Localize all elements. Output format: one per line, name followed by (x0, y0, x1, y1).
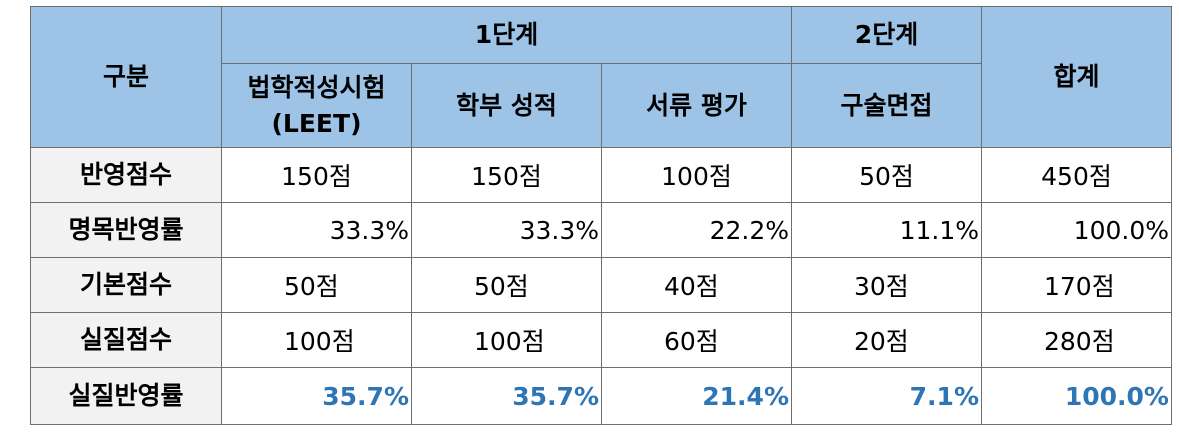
header-total: 합계 (981, 6, 1172, 148)
row-label: 실질반영률 (30, 367, 222, 425)
table-cell: 30점 (791, 257, 982, 313)
table-cell: 100.0% (981, 367, 1172, 425)
table-cell: 100점 (411, 312, 602, 368)
table-cell: 50점 (411, 257, 602, 313)
table-cell: 22.2% (601, 202, 792, 258)
header-documents: 서류 평가 (601, 63, 792, 148)
table-cell: 450점 (981, 147, 1172, 203)
table-row: 명목반영률 33.3% 33.3% 22.2% 11.1% 100.0% (30, 202, 1172, 258)
table-cell: 150점 (411, 147, 602, 203)
table-row: 실질반영률 35.7% 35.7% 21.4% 7.1% 100.0% (30, 367, 1172, 425)
table-cell: 33.3% (221, 202, 412, 258)
header-category: 구분 (30, 6, 222, 148)
header-interview: 구술면접 (791, 63, 982, 148)
table-cell: 7.1% (791, 367, 982, 425)
row-label: 기본점수 (30, 257, 222, 313)
row-label: 반영점수 (30, 147, 222, 203)
table-row: 반영점수 150점 150점 100점 50점 450점 (30, 147, 1172, 203)
table-cell: 40점 (601, 257, 792, 313)
score-table: 구분 1단계 2단계 합계 법학적성시험 (LEET) 학부 성적 서류 평가 … (30, 6, 1172, 425)
table-row: 실질점수 100점 100점 60점 20점 280점 (30, 312, 1172, 368)
row-label: 실질점수 (30, 312, 222, 368)
row-label: 명목반영률 (30, 202, 222, 258)
table-cell: 21.4% (601, 367, 792, 425)
table-cell: 50점 (791, 147, 982, 203)
table-cell: 170점 (981, 257, 1172, 313)
table-cell: 50점 (221, 257, 412, 313)
header-leet-line1: 법학적성시험 (247, 72, 386, 102)
table-cell: 150점 (221, 147, 412, 203)
table-cell: 60점 (601, 312, 792, 368)
table-cell: 35.7% (221, 367, 412, 425)
header-leet-line2: (LEET) (271, 108, 362, 138)
table-cell: 20점 (791, 312, 982, 368)
table-cell: 100점 (221, 312, 412, 368)
table-cell: 280점 (981, 312, 1172, 368)
table-cell: 100.0% (981, 202, 1172, 258)
header-undergrad: 학부 성적 (411, 63, 602, 148)
table-cell: 11.1% (791, 202, 982, 258)
table-cell: 100점 (601, 147, 792, 203)
header-stage2: 2단계 (791, 6, 982, 64)
header-stage1: 1단계 (221, 6, 792, 64)
table-cell: 35.7% (411, 367, 602, 425)
table-row: 기본점수 50점 50점 40점 30점 170점 (30, 257, 1172, 313)
table-cell: 33.3% (411, 202, 602, 258)
header-leet: 법학적성시험 (LEET) (221, 63, 412, 148)
